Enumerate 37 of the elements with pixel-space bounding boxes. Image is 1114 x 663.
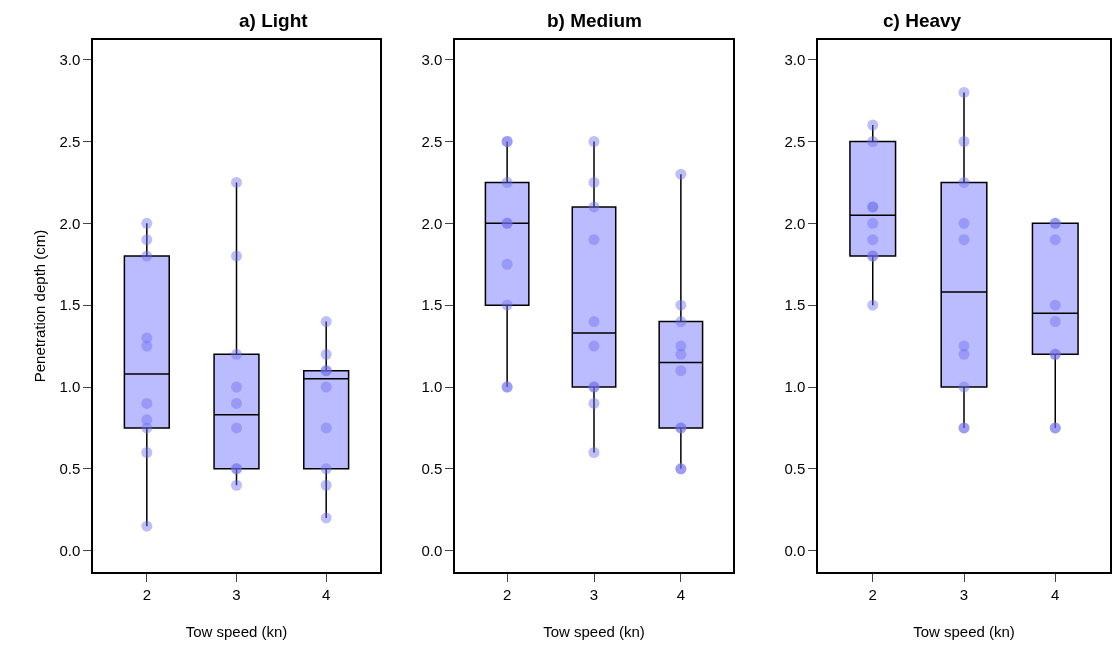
y-tick-label: 3.0 [421,50,443,68]
x-tick-label: 3 [589,585,599,603]
y-tick-label: 1.0 [784,378,806,396]
y-tick-label: 3.0 [59,50,81,68]
x-tick-label: 4 [322,585,331,603]
x-tick-label: 2 [868,585,877,603]
y-tick-label: 0.0 [59,541,81,559]
y-tick-label: 2.0 [59,214,81,232]
y-tick-label: 1.0 [421,378,443,396]
x-axis-title: Tow speed (kn) [185,623,288,641]
y-tick-label: 1.5 [421,296,443,314]
x-tick-label: 3 [959,585,969,603]
y-tick-label: 3.0 [784,50,806,68]
chart-title: c) Heavy [883,10,962,31]
x-tick-label: 2 [142,585,151,603]
y-tick-label: 2.5 [421,132,443,150]
y-tick-label: 2.0 [784,214,806,232]
x-axis-title: Tow speed (kn) [543,623,645,641]
x-tick-label: 4 [1051,585,1060,603]
x-tick-label: 3 [232,585,241,603]
y-tick-label: 0.5 [421,460,443,478]
y-tick-label: 0.0 [421,541,443,559]
y-tick-label: 0.5 [59,460,81,478]
x-tick-label: 2 [502,585,512,603]
y-tick-label: 1.0 [59,378,81,396]
x-tick-label: 4 [676,585,686,603]
y-tick-label: 2.5 [784,132,806,150]
y-tick-label: 0.5 [784,460,806,478]
y-tick-label: 1.5 [784,296,806,314]
y-tick-label: 0.0 [784,541,806,559]
chart-title: b) Medium [547,10,642,31]
y-tick-label: 1.5 [59,296,81,314]
x-axis-title: Tow speed (kn) [913,623,1015,641]
y-tick-label: 2.5 [59,132,81,150]
y-tick-label: 2.0 [421,214,443,232]
y-axis-title: Penetration depth (cm) [31,229,49,383]
chart-title: a) Light [239,10,309,31]
